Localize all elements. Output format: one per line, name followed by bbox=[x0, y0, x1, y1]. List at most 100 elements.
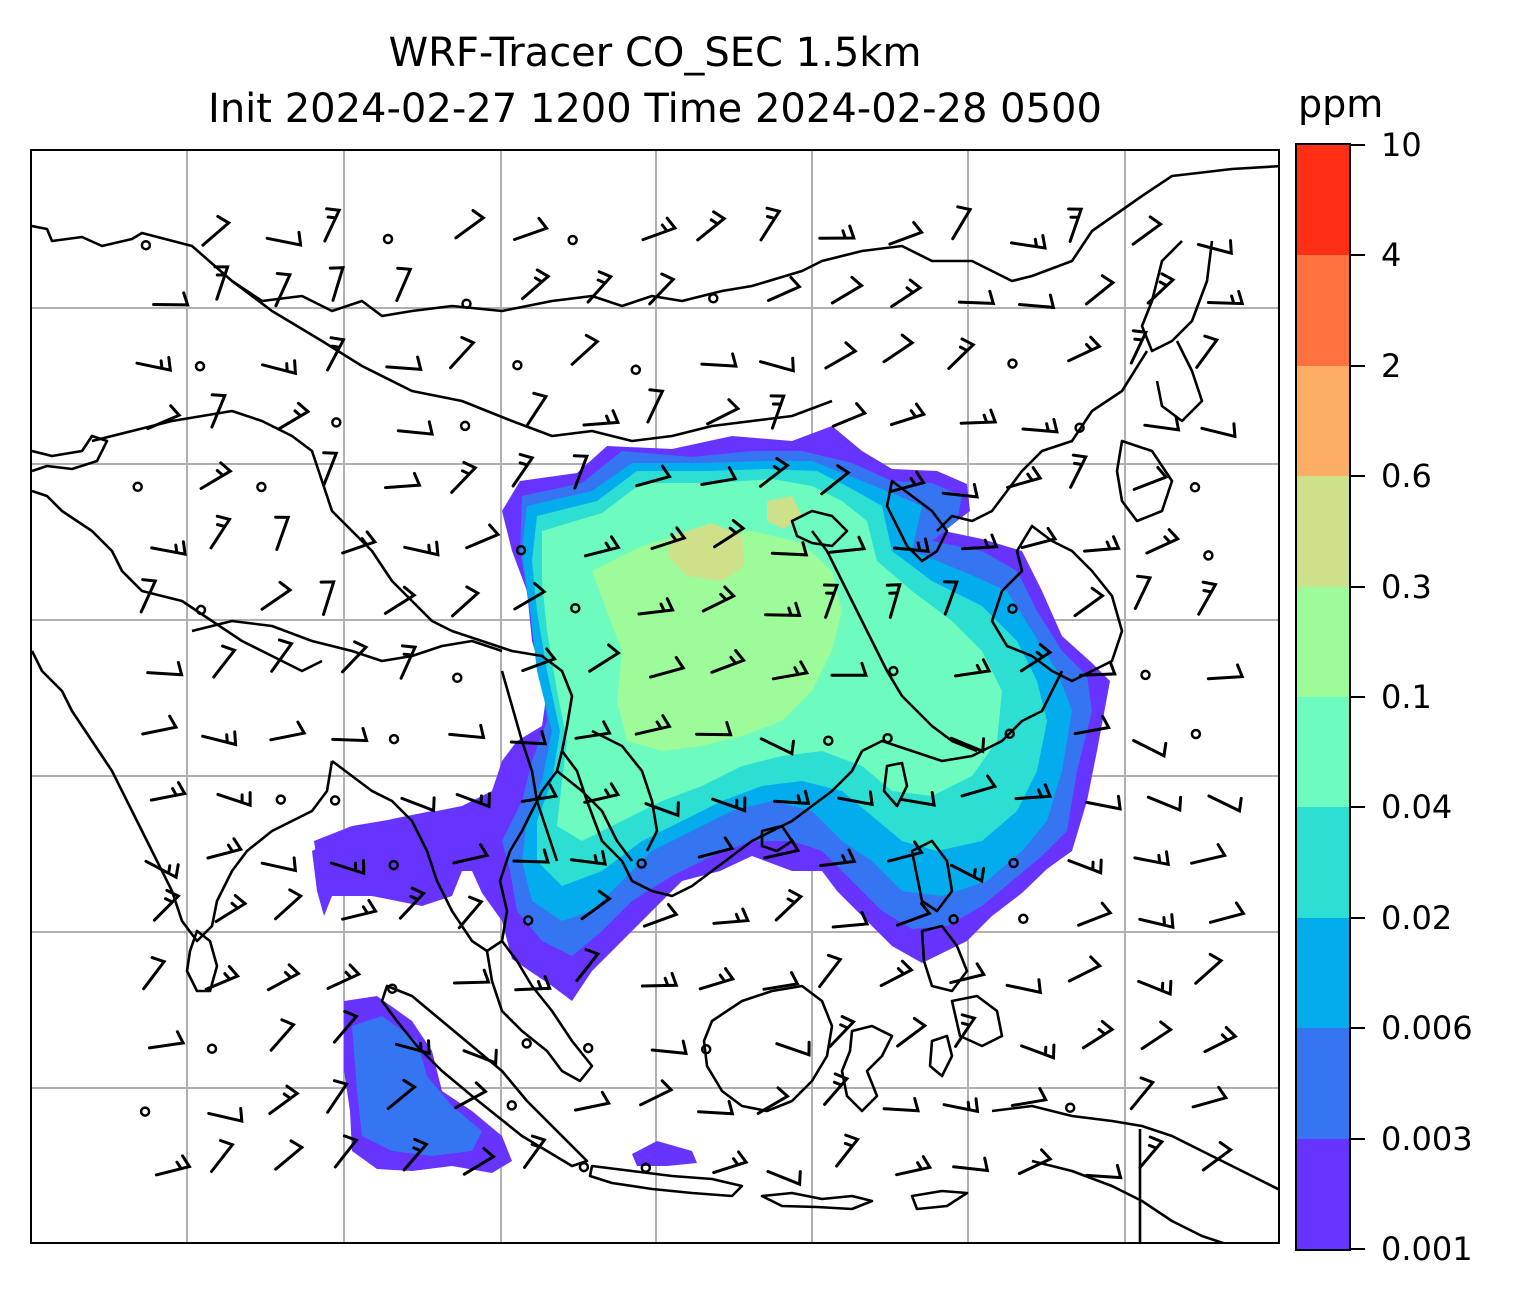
wind-barb bbox=[1129, 329, 1149, 365]
wind-barb bbox=[1133, 850, 1170, 867]
wind-barb bbox=[766, 275, 802, 302]
plume-java bbox=[632, 1141, 697, 1166]
calm-wind-circle bbox=[388, 859, 399, 871]
wind-barb bbox=[341, 899, 378, 921]
wind-barb bbox=[449, 336, 476, 370]
wind-barb bbox=[1206, 290, 1245, 306]
wind-barb bbox=[769, 394, 786, 430]
wind-barb bbox=[892, 537, 931, 553]
map-title-line1: WRF-Tracer CO_SEC 1.5km bbox=[388, 30, 922, 76]
wind-barb bbox=[775, 1040, 811, 1057]
coast-japan-north bbox=[1115, 439, 1174, 523]
wind-barb bbox=[831, 910, 870, 929]
border-mongolia bbox=[231, 279, 833, 443]
colorbar-segment bbox=[1297, 476, 1349, 587]
wind-barb bbox=[895, 1155, 933, 1177]
wind-barb bbox=[395, 266, 413, 302]
wind-barb bbox=[634, 714, 672, 736]
wind-barbs bbox=[132, 205, 1246, 1187]
wind-barb bbox=[341, 640, 369, 674]
wind-barb bbox=[144, 859, 180, 880]
calm-wind-circle bbox=[387, 983, 398, 994]
wind-barb bbox=[1201, 1141, 1234, 1172]
wind-barb bbox=[451, 585, 481, 618]
border-vietnam bbox=[591, 729, 659, 852]
calm-wind-circle bbox=[1064, 1102, 1076, 1113]
wind-barb bbox=[830, 661, 868, 677]
wind-barb bbox=[759, 356, 795, 373]
wind-barb bbox=[326, 336, 346, 372]
colorbar-tick bbox=[1351, 1027, 1365, 1030]
wind-barb bbox=[700, 466, 738, 486]
wind-barb bbox=[642, 903, 679, 928]
wind-barb bbox=[696, 210, 727, 242]
colorbar-tick-label: 0.006 bbox=[1381, 1009, 1473, 1048]
wind-barb bbox=[710, 649, 747, 674]
wind-barb bbox=[323, 207, 342, 243]
colorbar-tick-label: 0.001 bbox=[1381, 1230, 1473, 1268]
wind-barb bbox=[828, 535, 867, 554]
wind-barb bbox=[949, 962, 987, 985]
wind-barb bbox=[1020, 526, 1058, 550]
wind-barb bbox=[697, 1100, 735, 1116]
wind-barb bbox=[1196, 239, 1233, 256]
wind-barb bbox=[269, 720, 307, 742]
wind-barb bbox=[1206, 663, 1245, 681]
wind-barb bbox=[957, 289, 996, 305]
wind-barb bbox=[711, 796, 747, 813]
colorbar-tick-label: 0.04 bbox=[1381, 788, 1453, 827]
wind-barb bbox=[1083, 535, 1121, 553]
coast-taiwan bbox=[882, 761, 909, 808]
wind-barb bbox=[837, 790, 874, 807]
wind-barb bbox=[831, 402, 868, 428]
calm-wind-circle bbox=[567, 234, 578, 246]
wind-barb bbox=[762, 971, 800, 991]
coast-bali-flores bbox=[760, 1191, 874, 1211]
colorbar-tick bbox=[1351, 1137, 1365, 1140]
coast-north bbox=[32, 164, 1278, 318]
wind-barb bbox=[890, 278, 923, 308]
wind-barb bbox=[569, 850, 607, 866]
wind-barb bbox=[1014, 783, 1053, 801]
border-thailand-cambodia bbox=[556, 769, 634, 862]
wind-barb bbox=[139, 578, 158, 614]
wind-barb bbox=[1138, 913, 1175, 930]
wind-barb bbox=[333, 1134, 359, 1169]
wind-barb bbox=[646, 388, 665, 424]
wind-barb bbox=[1067, 858, 1103, 875]
wind-barb bbox=[512, 848, 550, 864]
wind-barb bbox=[1145, 528, 1181, 555]
coast-caspian bbox=[32, 434, 109, 473]
wind-barb bbox=[896, 902, 932, 927]
coast-sakhalin bbox=[1155, 340, 1204, 423]
wind-barb bbox=[1133, 574, 1153, 610]
wind-barb bbox=[1021, 418, 1059, 434]
wind-barb bbox=[770, 541, 809, 557]
wind-barb bbox=[1131, 215, 1164, 246]
wind-barb bbox=[1085, 1163, 1123, 1180]
wind-barb bbox=[328, 266, 345, 302]
wind-barb bbox=[706, 398, 741, 426]
wind-barb bbox=[525, 391, 549, 427]
wind-barb bbox=[830, 275, 865, 305]
coast-india bbox=[32, 650, 334, 943]
wind-barb bbox=[759, 457, 790, 488]
wind-barb bbox=[326, 1079, 350, 1114]
wind-barb bbox=[265, 230, 303, 247]
wind-barb bbox=[1129, 1076, 1156, 1111]
wind-barb bbox=[199, 461, 233, 490]
calm-wind-circle bbox=[459, 420, 471, 432]
wind-barb bbox=[214, 894, 248, 923]
wind-barb bbox=[1067, 335, 1102, 363]
coast-sumatra bbox=[380, 984, 589, 1168]
wind-barb bbox=[210, 393, 227, 429]
coast-mindanao bbox=[950, 994, 1004, 1048]
calm-wind-circle bbox=[512, 359, 523, 371]
calm-wind-circle bbox=[329, 795, 341, 806]
wind-barb bbox=[583, 782, 621, 804]
calm-wind-circle bbox=[700, 1044, 712, 1055]
wind-barb bbox=[511, 452, 535, 488]
wind-barb bbox=[756, 1086, 791, 1115]
wind-barb bbox=[146, 404, 182, 431]
wind-barb bbox=[261, 359, 298, 376]
